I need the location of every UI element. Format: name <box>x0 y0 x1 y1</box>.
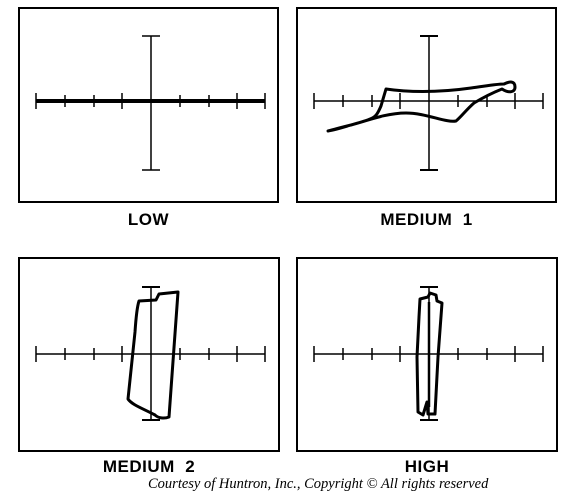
plot-frame <box>18 257 280 452</box>
copyright-credit: Courtesy of Huntron, Inc., Copyright © A… <box>148 476 489 492</box>
crosshair-axes <box>35 286 266 421</box>
signature-trace <box>126 290 180 420</box>
panel-medium-1 <box>296 7 557 203</box>
signature-plot-low <box>18 7 279 203</box>
signature-plot-medium-1 <box>296 7 557 203</box>
signature-plot-high <box>296 257 558 452</box>
panel-high <box>296 257 558 452</box>
signature-trace <box>415 291 444 417</box>
label-medium-1: MEDIUM 1 <box>380 210 473 229</box>
signature-trace <box>326 80 517 133</box>
label-high: HIGH <box>404 457 450 476</box>
panel-low <box>18 7 279 203</box>
crosshair-axes <box>313 35 544 171</box>
plot-frame <box>18 7 279 203</box>
plot-frame <box>296 7 557 203</box>
signature-plot-medium-2 <box>18 257 280 452</box>
label-medium-2: MEDIUM 2 <box>102 457 196 476</box>
plot-frame <box>296 257 558 452</box>
panel-medium-2 <box>18 257 280 452</box>
label-low: LOW <box>127 210 170 229</box>
